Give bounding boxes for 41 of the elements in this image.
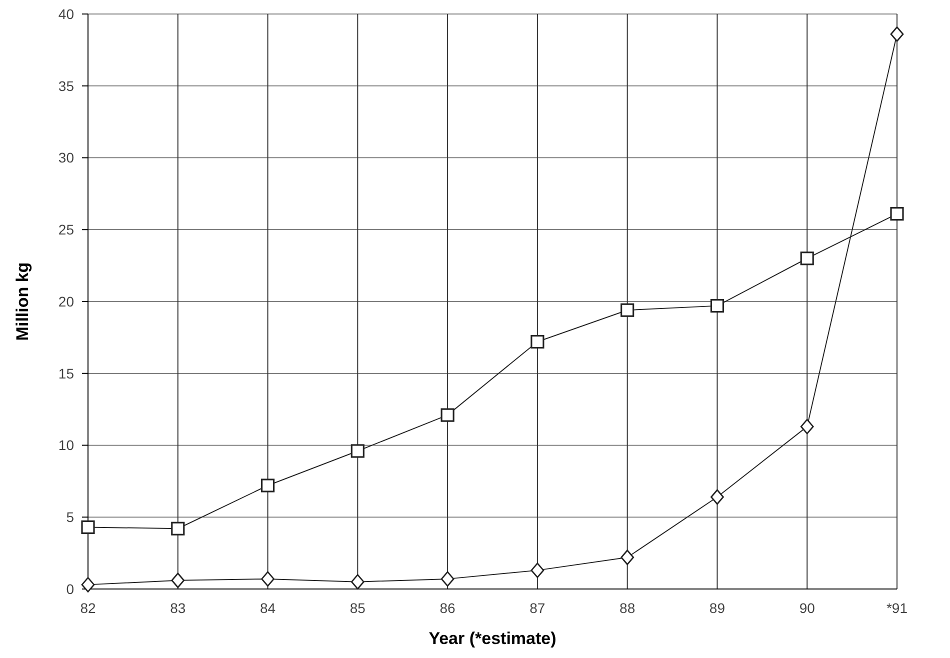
y-tick-label: 25 bbox=[58, 222, 74, 238]
x-tick-label: 89 bbox=[709, 600, 726, 616]
y-tick-label: 15 bbox=[58, 365, 74, 382]
x-tick-label: 88 bbox=[620, 600, 636, 616]
x-tick-label: *91 bbox=[886, 600, 908, 616]
point bbox=[710, 489, 724, 505]
x-tick-label: 83 bbox=[170, 600, 186, 616]
point bbox=[800, 418, 814, 434]
x-tick-label: 85 bbox=[350, 600, 366, 616]
x-tick-label: 82 bbox=[80, 600, 96, 616]
y-tick-label: 30 bbox=[58, 150, 74, 166]
x-tick-label: 84 bbox=[260, 600, 276, 616]
y-tick-label: 35 bbox=[58, 78, 74, 94]
point bbox=[260, 478, 275, 492]
point bbox=[800, 252, 814, 266]
point bbox=[171, 572, 185, 588]
y-tick-label: 5 bbox=[66, 509, 74, 526]
point bbox=[261, 571, 274, 587]
point bbox=[890, 26, 904, 42]
y-tick-label: 40 bbox=[58, 6, 74, 22]
point bbox=[81, 520, 95, 534]
point bbox=[350, 574, 364, 590]
point bbox=[81, 576, 95, 592]
y-tick-label: 0 bbox=[66, 580, 74, 597]
x-tick-label: 87 bbox=[530, 600, 546, 616]
y-tick-label: 20 bbox=[58, 293, 74, 310]
point bbox=[710, 299, 724, 313]
point bbox=[440, 408, 454, 422]
x-tick-label: 86 bbox=[440, 600, 456, 616]
point bbox=[890, 207, 904, 221]
y-axis-title: Million kg bbox=[13, 262, 32, 341]
point bbox=[530, 334, 544, 349]
point bbox=[350, 444, 364, 458]
point bbox=[440, 571, 454, 587]
point bbox=[530, 562, 544, 578]
point bbox=[620, 550, 634, 566]
y-tick-label: 10 bbox=[58, 437, 74, 454]
point bbox=[620, 303, 634, 317]
x-tick-label: 90 bbox=[799, 600, 816, 616]
x-axis-title: Year (*estimate) bbox=[428, 629, 556, 648]
point bbox=[171, 522, 185, 536]
